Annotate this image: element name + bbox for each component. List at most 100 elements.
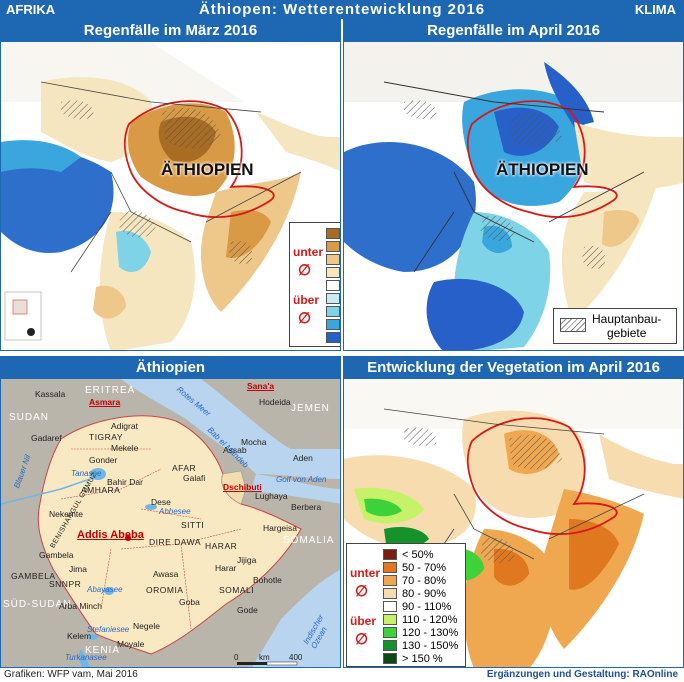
city-harar: Harar	[215, 563, 237, 573]
hatch-legend-label: Hauptanbau- gebiete	[592, 312, 662, 340]
vegetation-legend-row: 120 - 130%	[383, 626, 458, 639]
city-lughaya: Lughaya	[255, 491, 288, 501]
footer: Grafiken: WFP vam, Mai 2016 Ergänzungen …	[0, 668, 684, 682]
vegetation-legend-row: 110 - 120%	[383, 613, 457, 626]
city-galafi: Galafi	[183, 473, 206, 483]
country-south-sudan: SÜD-SUDAN	[3, 599, 72, 610]
rain-legend-swatch	[326, 332, 340, 343]
city-gadaref: Gadaref	[31, 433, 62, 443]
city-dese: Dese	[151, 497, 171, 507]
rain-legend-swatch	[326, 254, 340, 265]
region-somali: SOMALI	[219, 585, 255, 595]
veg-under-symbol: ∅	[355, 583, 369, 600]
vegetation-legend-swatch	[383, 614, 397, 625]
vegetation-legend-label: 130 - 150%	[402, 639, 459, 652]
veg-over-symbol: ∅	[355, 631, 369, 648]
rain-legend-row: < 40%	[326, 227, 340, 240]
vegetation-legend-row: 90 - 110%	[383, 600, 451, 613]
city-asmara: Asmara	[89, 397, 121, 407]
city-goba: Goba	[179, 597, 200, 607]
legend-over-label: über	[293, 293, 320, 307]
under-average-symbol: ∅	[298, 262, 312, 279]
vegetation-legend-swatch	[383, 601, 397, 612]
city-awasa: Awasa	[153, 569, 179, 579]
city-nekemte: Nekemte	[49, 509, 84, 519]
lake-turkana-label: Turkanasee	[65, 653, 107, 662]
rain-legend-row: 120 - 140%	[326, 305, 340, 318]
rain-legend-swatch	[326, 267, 340, 278]
city-djibouti: Dschibuti	[223, 482, 262, 492]
vegetation-legend-row: 130 - 150%	[383, 639, 458, 652]
vegetation-legend-swatch	[383, 549, 397, 560]
lake-abbe-label: Abbesee	[159, 507, 191, 516]
city-aden: Aden	[293, 453, 313, 463]
vegetation-legend-label: 50 - 70%	[402, 561, 447, 574]
scale-end-label: 400	[289, 653, 303, 662]
vegetation-legend-row: 50 - 70%	[383, 561, 446, 574]
rain-legend-swatch	[326, 293, 340, 304]
gulf-of-aden-label: Golf von Aden	[276, 475, 327, 484]
region-sitti: SITTI	[181, 520, 205, 530]
city-moyale: Moyale	[117, 639, 145, 649]
rain-legend-swatch	[326, 319, 340, 330]
april-rainfall-panel: Regenfälle im April 2016 ÄTHIOPIEN Haupt…	[343, 19, 684, 351]
rain-legend-swatch	[326, 241, 340, 252]
design-credit[interactable]: Ergänzungen und Gestaltung: RAOnline	[486, 669, 678, 680]
vegetation-legend-label: 110 - 120%	[402, 613, 458, 626]
region-oromia: OROMIA	[146, 585, 184, 595]
veg-legend-over-label: über	[350, 614, 377, 628]
rain-legend-row: > 180 %	[326, 331, 340, 344]
vegetation-legend-swatch	[383, 653, 397, 664]
ethiopia-political-map	[1, 379, 340, 667]
vegetation-legend-swatch	[383, 640, 397, 651]
rain-legend-row: 140 - 180%	[326, 318, 340, 331]
region-gambela: GAMBELA	[11, 571, 56, 581]
country-kenya: KENIA	[85, 645, 121, 656]
region-tag[interactable]: AFRIKA	[6, 2, 56, 17]
vegetation-legend-label: < 50%	[402, 548, 434, 561]
over-average-symbol: ∅	[298, 310, 312, 327]
region-tigray: TIGRAY	[89, 432, 124, 442]
vegetation-legend-swatch	[383, 575, 397, 586]
city-assab: Assab	[223, 445, 247, 455]
vegetation-legend-label: 120 - 130%	[402, 626, 459, 639]
vegetation-legend-row: < 50%	[383, 548, 434, 561]
rain-legend-swatch	[326, 228, 340, 239]
city-jima: Jima	[69, 564, 87, 574]
country-somalia: SOMALIA	[283, 535, 335, 546]
city-gambela: Gambela	[39, 550, 74, 560]
ethiopia-map-panel: Äthiopien SUDAN ERITREA JEMEN SÜD-SUDAN …	[0, 356, 341, 668]
header-bar: AFRIKA Äthiopen: Wetterentewicklung 2016…	[0, 0, 684, 19]
country-eritrea: ERITREA	[85, 385, 136, 396]
country-yemen: JEMEN	[291, 403, 330, 414]
vegetation-legend-row: 80 - 90%	[383, 587, 446, 600]
vegetation-legend: unter ∅ über ∅ < 50% 50 - 70% 70 - 80% 80 -…	[346, 543, 466, 667]
scale-start-label: 0	[234, 653, 239, 662]
vegetation-panel: Entwicklung der Vegetation im April 2016…	[343, 356, 684, 668]
vegetation-legend-swatch	[383, 588, 397, 599]
region-snnpr: SNNPR	[49, 579, 82, 589]
april-country-label: ÄTHIOPIEN	[496, 160, 589, 179]
main-farming-areas-legend: Hauptanbau- gebiete	[553, 308, 677, 344]
vegetation-legend-row: > 150 %	[383, 652, 443, 665]
lake-stefanie-label: Stefaniesee	[87, 625, 130, 634]
city-kelem: Kelem	[67, 631, 92, 641]
april-panel-title: Regenfälle im April 2016	[344, 20, 683, 42]
page-title: Äthiopen: Wetterentewicklung 2016	[198, 1, 486, 18]
rain-legend-row: 60 - 80%	[326, 253, 340, 266]
april-rainfall-map	[344, 42, 683, 350]
rain-legend-swatch	[326, 280, 340, 291]
region-amhara: AMHARA	[81, 485, 121, 495]
city-addis-abeba: Addis Abeba	[77, 529, 144, 541]
region-harar: HARAR	[205, 541, 238, 551]
vegetation-panel-title: Entwicklung der Vegetation im April 2016	[344, 357, 683, 379]
city-negele: Negele	[133, 621, 160, 631]
city-mocha: Mocha	[241, 437, 267, 447]
march-panel-title: Regenfälle im März 2016	[1, 20, 340, 42]
lake-abaya-label: Abayasee	[87, 585, 123, 594]
topic-tag[interactable]: KLIMA	[634, 2, 676, 17]
lake-tana-label: Tanasee	[71, 469, 102, 478]
city-jijiga: Jijiga	[237, 555, 257, 565]
city-gode: Gode	[237, 605, 258, 615]
ethiopia-panel-title: Äthiopien	[1, 357, 340, 379]
